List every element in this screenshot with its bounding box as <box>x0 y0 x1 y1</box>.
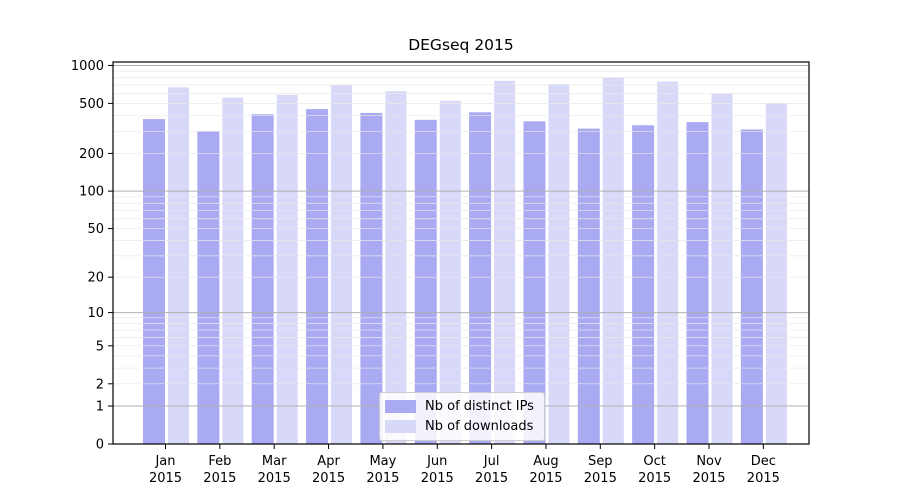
x-tick-label-month: Jul <box>483 454 500 469</box>
x-tick-label-month: Dec <box>751 454 776 469</box>
bar-apr-downloads <box>331 84 353 444</box>
y-tick-label: 100 <box>79 185 104 200</box>
legend: Nb of distinct IPs Nb of downloads <box>379 392 545 441</box>
y-tick-label: 200 <box>79 147 104 162</box>
x-tick-label-year: 2015 <box>692 471 725 486</box>
legend-item-downloads: Nb of downloads <box>385 419 536 434</box>
bar-may-distinct-ips <box>360 112 383 444</box>
y-tick-label: 5 <box>96 339 104 354</box>
x-tick-label-month: May <box>369 454 396 469</box>
bar-jul-downloads <box>494 80 516 444</box>
bar-sep-distinct-ips <box>577 128 600 444</box>
bar-mar-downloads <box>276 94 298 444</box>
x-tick-label-year: 2015 <box>529 471 562 486</box>
bar-feb-distinct-ips <box>197 131 220 444</box>
chart-title: DEGseq 2015 <box>408 36 514 54</box>
x-tick-label-month: Jan <box>154 454 175 469</box>
y-tick-label: 1000 <box>71 59 104 74</box>
y-tick-label: 10 <box>87 306 104 321</box>
bar-aug-distinct-ips <box>523 121 546 444</box>
y-tick-label: 2 <box>96 377 104 392</box>
legend-swatch-downloads <box>385 420 416 433</box>
bar-apr-distinct-ips <box>306 109 329 444</box>
bar-oct-downloads <box>657 81 679 444</box>
x-tick-label-year: 2015 <box>584 471 617 486</box>
bar-feb-downloads <box>222 97 244 444</box>
plot-border <box>112 61 810 445</box>
bar-jun-distinct-ips <box>414 119 437 444</box>
legend-item-distinct-ips: Nb of distinct IPs <box>385 399 536 414</box>
x-tick-label-year: 2015 <box>312 471 345 486</box>
bar-jun-downloads <box>439 100 461 444</box>
bar-jan-downloads <box>168 87 189 444</box>
x-tick-label-month: Oct <box>643 454 665 469</box>
x-tick-label-year: 2015 <box>366 471 399 486</box>
y-tick-label: 0 <box>96 438 104 453</box>
x-tick-label-month: Mar <box>262 454 287 469</box>
y-tick-label: 50 <box>87 222 104 237</box>
y-tick-label: 20 <box>87 271 104 286</box>
x-tick-label-year: 2015 <box>421 471 454 486</box>
y-tick-label: 500 <box>79 97 104 112</box>
x-tick-label-year: 2015 <box>203 471 236 486</box>
x-tick-label-month: Sep <box>588 454 613 469</box>
x-tick-label-year: 2015 <box>638 471 671 486</box>
x-tick-label-year: 2015 <box>475 471 508 486</box>
bar-nov-distinct-ips <box>686 122 709 444</box>
bar-mar-distinct-ips <box>251 114 274 444</box>
x-tick-label-month: Apr <box>317 454 340 469</box>
bar-aug-downloads <box>548 84 570 444</box>
x-tick-label-year: 2015 <box>747 471 780 486</box>
legend-swatch-distinct-ips <box>385 400 416 413</box>
bar-sep-downloads <box>602 77 624 445</box>
x-tick-label-month: Nov <box>696 454 722 469</box>
x-tick-label-year: 2015 <box>258 471 291 486</box>
x-tick-label-month: Feb <box>208 454 231 469</box>
bar-jan-distinct-ips <box>143 119 165 444</box>
legend-label-downloads: Nb of downloads <box>425 419 534 434</box>
y-tick-label: 1 <box>96 400 104 415</box>
x-tick-label-month: Aug <box>533 454 558 469</box>
x-tick-label-year: 2015 <box>149 471 182 486</box>
bar-jul-distinct-ips <box>469 112 492 444</box>
bar-oct-distinct-ips <box>632 125 655 444</box>
bar-dec-downloads <box>765 103 787 444</box>
bar-nov-downloads <box>711 93 733 445</box>
bar-dec-distinct-ips <box>740 129 763 444</box>
legend-label-distinct-ips: Nb of distinct IPs <box>425 399 534 414</box>
x-tick-label-month: Jun <box>426 454 447 469</box>
